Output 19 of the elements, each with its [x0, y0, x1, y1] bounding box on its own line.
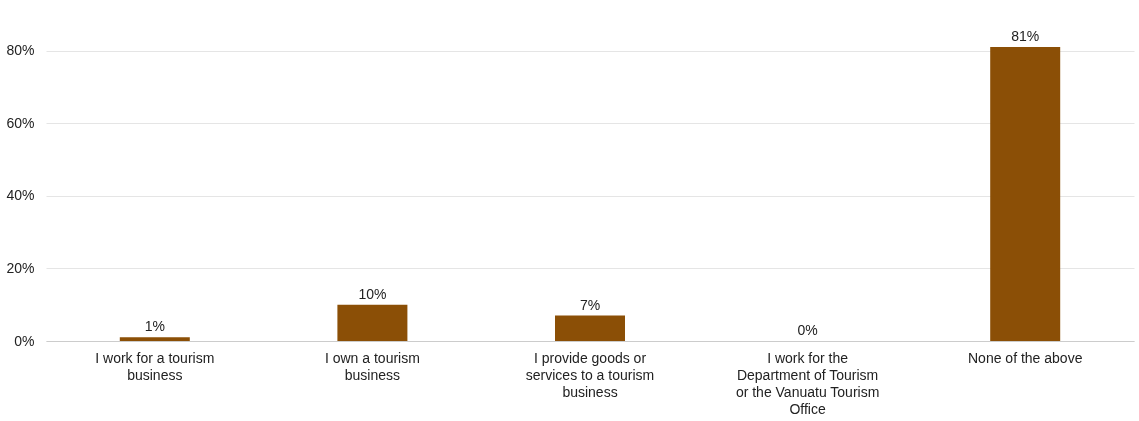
bar	[555, 315, 625, 341]
x-tick-label: I work for the Department of Tourism or the Vanuatu Tourism Office	[735, 349, 880, 417]
x-tick-label: I own a tourism business	[324, 349, 420, 383]
data-label: 10%	[358, 285, 387, 302]
data-label: 1%	[144, 318, 165, 335]
x-tick-label: I work for a tourism business	[95, 349, 215, 383]
y-tick-label: 20%	[6, 259, 35, 276]
y-tick-label: 60%	[6, 114, 35, 131]
y-tick-label: 40%	[6, 187, 35, 204]
data-label: 0%	[797, 322, 818, 338]
data-label: 81%	[1011, 28, 1040, 44]
y-tick-label: 0%	[14, 332, 35, 349]
bar	[337, 304, 408, 341]
x-tick-label: None of the above	[967, 349, 1083, 366]
x-tick-label: I provide goods or services to a tourism business	[525, 349, 655, 400]
y-tick-label: 80%	[6, 42, 35, 59]
data-label: 7%	[579, 296, 601, 313]
bar	[990, 47, 1061, 341]
bar	[119, 337, 190, 341]
